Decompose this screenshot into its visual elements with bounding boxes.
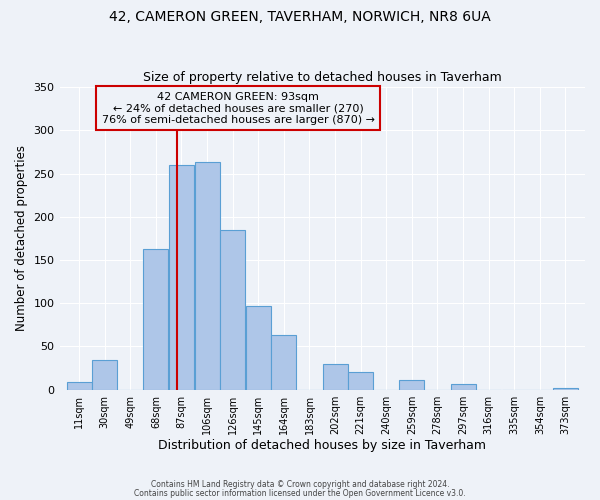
Text: 42, CAMERON GREEN, TAVERHAM, NORWICH, NR8 6UA: 42, CAMERON GREEN, TAVERHAM, NORWICH, NR… [109, 10, 491, 24]
Bar [400, 380, 424, 390]
Bar [348, 372, 373, 390]
Text: 42 CAMERON GREEN: 93sqm
← 24% of detached houses are smaller (270)
76% of semi-d: 42 CAMERON GREEN: 93sqm ← 24% of detache… [101, 92, 374, 125]
Bar [220, 230, 245, 390]
Text: Contains HM Land Registry data © Crown copyright and database right 2024.: Contains HM Land Registry data © Crown c… [151, 480, 449, 489]
Bar [67, 382, 92, 390]
Title: Size of property relative to detached houses in Taverham: Size of property relative to detached ho… [143, 72, 502, 85]
X-axis label: Distribution of detached houses by size in Taverham: Distribution of detached houses by size … [158, 440, 486, 452]
Bar [194, 162, 220, 390]
Bar [143, 249, 169, 390]
Bar [92, 360, 117, 390]
Bar [271, 335, 296, 390]
Y-axis label: Number of detached properties: Number of detached properties [15, 146, 28, 332]
Bar [553, 388, 578, 390]
Bar [451, 384, 476, 390]
Bar [323, 364, 347, 390]
Text: Contains public sector information licensed under the Open Government Licence v3: Contains public sector information licen… [134, 489, 466, 498]
Bar [246, 306, 271, 390]
Bar [169, 165, 194, 390]
